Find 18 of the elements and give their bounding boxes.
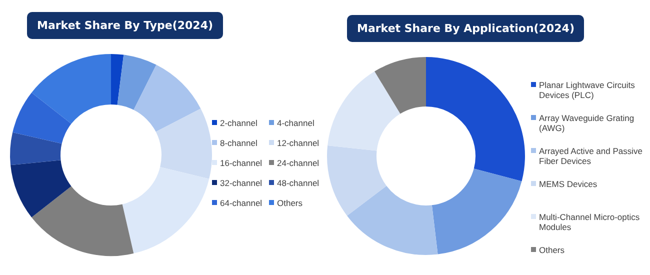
legend-label: Planar Lightwave Circuits Devices (PLC) [539,80,636,100]
legend-label: MEMS Devices [539,179,598,189]
legend-label: 32-channel [220,178,262,188]
chart-title: Market Share By Type(2024) [27,12,224,39]
legend-label: Multi-Channel Micro-optics Modules [539,212,641,232]
legend-label: 4-channel [277,118,314,128]
legend-label: Arrayed Active and Passive Fiber Devices [539,146,644,166]
legend-label: 16-channel [220,158,262,168]
legend-label: 64-channel [220,198,262,208]
legend-label: 2-channel [220,118,258,128]
legend-label: 48-channel [277,178,320,188]
legend-label: Others [539,245,565,255]
legend-label: Array Waveguide Grating (AWG) [539,113,636,133]
legend-label: 8-channel [220,138,258,148]
legend-label: Others [277,198,303,208]
legend-label: 24-channel [277,158,320,168]
legend-label: 12-channel [277,138,320,148]
chart-title: Market Share By Application(2024) [347,15,584,42]
